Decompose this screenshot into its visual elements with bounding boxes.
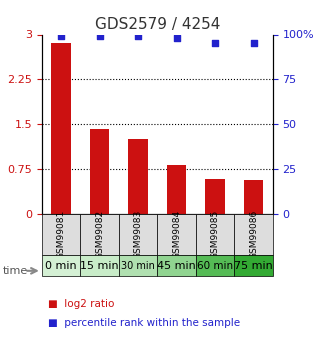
Point <box>135 33 141 39</box>
Bar <box>128 139 148 214</box>
Text: ■  log2 ratio: ■ log2 ratio <box>48 299 115 308</box>
FancyBboxPatch shape <box>157 255 196 276</box>
FancyBboxPatch shape <box>157 214 196 255</box>
Text: GSM99084: GSM99084 <box>172 210 181 259</box>
FancyBboxPatch shape <box>119 214 157 255</box>
Title: GDS2579 / 4254: GDS2579 / 4254 <box>95 17 220 32</box>
Text: 15 min: 15 min <box>80 261 119 270</box>
Point <box>174 35 179 41</box>
Text: GSM99082: GSM99082 <box>95 210 104 259</box>
FancyBboxPatch shape <box>196 214 234 255</box>
Text: 30 min: 30 min <box>121 261 155 270</box>
Point <box>251 41 256 46</box>
FancyBboxPatch shape <box>80 255 119 276</box>
FancyBboxPatch shape <box>196 255 234 276</box>
Bar <box>167 165 186 214</box>
Text: GSM99086: GSM99086 <box>249 210 258 259</box>
Text: 45 min: 45 min <box>157 261 196 270</box>
FancyBboxPatch shape <box>42 255 80 276</box>
Bar <box>205 179 225 214</box>
Text: 0 min: 0 min <box>45 261 77 270</box>
Point <box>213 41 218 46</box>
Point <box>97 33 102 39</box>
FancyBboxPatch shape <box>119 255 157 276</box>
Bar <box>51 43 71 214</box>
Bar <box>244 180 263 214</box>
FancyBboxPatch shape <box>42 214 80 255</box>
FancyBboxPatch shape <box>80 214 119 255</box>
FancyBboxPatch shape <box>234 255 273 276</box>
Text: 60 min: 60 min <box>197 261 233 270</box>
Point <box>58 33 64 39</box>
Text: GSM99083: GSM99083 <box>134 210 143 259</box>
Text: GSM99085: GSM99085 <box>211 210 220 259</box>
Text: 75 min: 75 min <box>234 261 273 270</box>
FancyBboxPatch shape <box>234 214 273 255</box>
Text: time: time <box>3 266 29 276</box>
Text: GSM99081: GSM99081 <box>56 210 65 259</box>
Bar <box>90 129 109 214</box>
Text: ■  percentile rank within the sample: ■ percentile rank within the sample <box>48 318 240 327</box>
